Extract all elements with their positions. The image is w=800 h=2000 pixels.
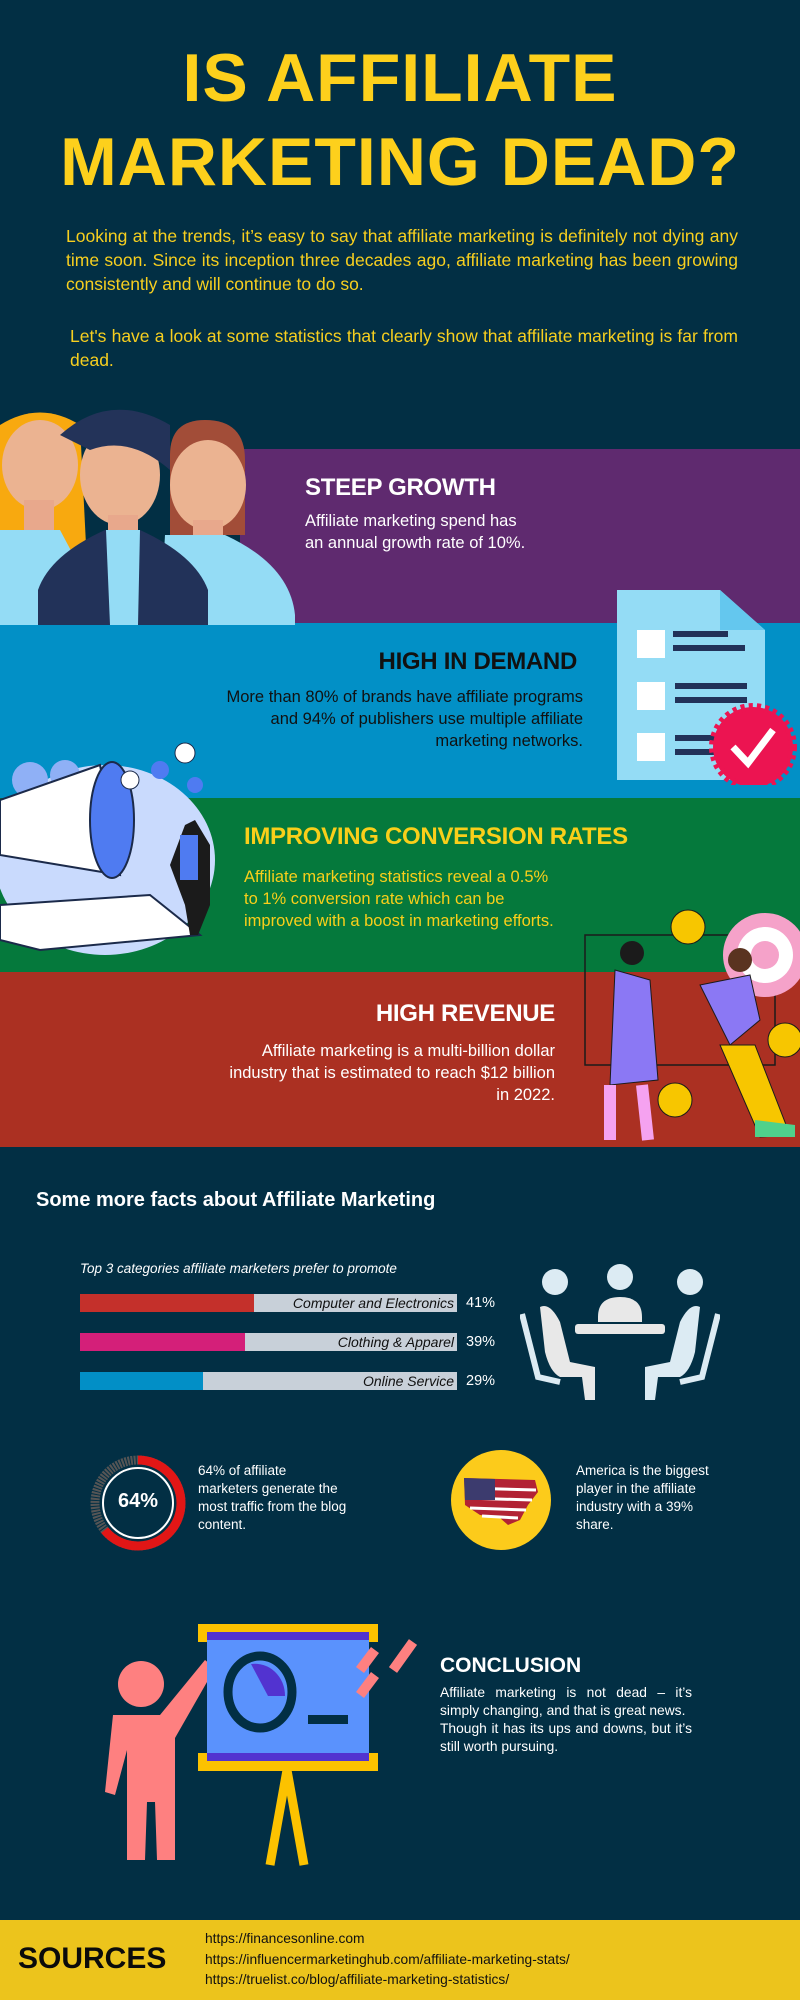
usa-map-flag-icon bbox=[451, 1450, 551, 1550]
sources-links: https://financesonline.com https://influ… bbox=[205, 1929, 570, 1991]
presenter-easel-icon bbox=[105, 1624, 418, 1866]
facts-heading: Some more facts about Affiliate Marketin… bbox=[36, 1189, 436, 1211]
title-line-2: MARKETING DEAD? bbox=[60, 124, 740, 200]
bar-fill bbox=[80, 1333, 246, 1351]
source-link[interactable]: https://truelist.co/blog/affiliate-marke… bbox=[205, 1972, 510, 1987]
bar-track: Clothing & Apparel bbox=[80, 1333, 457, 1351]
america-stat-text: America is the biggest player in the aff… bbox=[576, 1463, 709, 1532]
revenue-band bbox=[0, 972, 800, 1147]
business-handshake-icon bbox=[584, 909, 800, 1141]
sources-footer: SOURCES https://financesonline.com https… bbox=[0, 1920, 800, 2000]
steep-growth-body: Affiliate marketing spend has an annual … bbox=[305, 512, 526, 552]
meeting-people-icon bbox=[520, 1264, 720, 1400]
bar-category-label: Computer and Electronics bbox=[292, 1295, 454, 1311]
conversion-title: IMPROVING CONVERSION RATES bbox=[244, 823, 628, 850]
checklist-icon bbox=[617, 590, 797, 785]
bar-value-label: 39% bbox=[466, 1334, 496, 1350]
megaphone-marketing-icon bbox=[0, 742, 215, 955]
bar-value-label: 29% bbox=[466, 1373, 496, 1389]
steep-growth-title: STEEP GROWTH bbox=[305, 474, 496, 501]
bar-category-label: Online Service bbox=[362, 1373, 454, 1389]
high-revenue-title: HIGH REVENUE bbox=[375, 1000, 555, 1027]
high-demand-title: HIGH IN DEMAND bbox=[378, 648, 578, 675]
intro-paragraph: Looking at the trends, it’s easy to say … bbox=[66, 226, 738, 294]
blog-stat-text: 64% of affiliate marketers generate the … bbox=[198, 1463, 347, 1532]
bar-value-label: 41% bbox=[466, 1295, 496, 1311]
bar-category-label: Clothing & Apparel bbox=[337, 1334, 454, 1350]
bar-fill bbox=[80, 1294, 254, 1312]
bar-track: Online Service bbox=[80, 1372, 457, 1390]
conclusion-body-2: Though it has its ups and downs, but it’… bbox=[440, 1721, 692, 1754]
bar-track: Computer and Electronics bbox=[80, 1294, 457, 1312]
conclusion-body-1: Affiliate marketing is not dead – it’s s… bbox=[440, 1685, 692, 1718]
conclusion-body: Affiliate marketing is not dead – it’s s… bbox=[440, 1684, 692, 1756]
title-line-1: IS AFFILIATE bbox=[182, 40, 618, 116]
source-link[interactable]: https://financesonline.com bbox=[205, 1931, 365, 1946]
conversion-body: Affiliate marketing statistics reveal a … bbox=[244, 868, 554, 930]
source-link[interactable]: https://influencermarketinghub.com/affil… bbox=[205, 1951, 570, 1967]
conclusion-title: CONCLUSION bbox=[440, 1654, 582, 1677]
sources-title: SOURCES bbox=[18, 1942, 167, 1975]
team-people-icon bbox=[0, 409, 295, 625]
high-demand-body: More than 80% of brands have affiliate p… bbox=[226, 688, 583, 750]
intro-paragraph-2: Let's have a look at some statistics tha… bbox=[70, 326, 738, 370]
blog-stat-value: 64% bbox=[117, 1490, 159, 1512]
blog-traffic-donut bbox=[90, 1455, 186, 1551]
bar-fill bbox=[80, 1372, 203, 1390]
chart-title: Top 3 categories affiliate marketers pre… bbox=[80, 1261, 397, 1276]
high-revenue-body: Affiliate marketing is a multi-billion d… bbox=[229, 1042, 555, 1104]
